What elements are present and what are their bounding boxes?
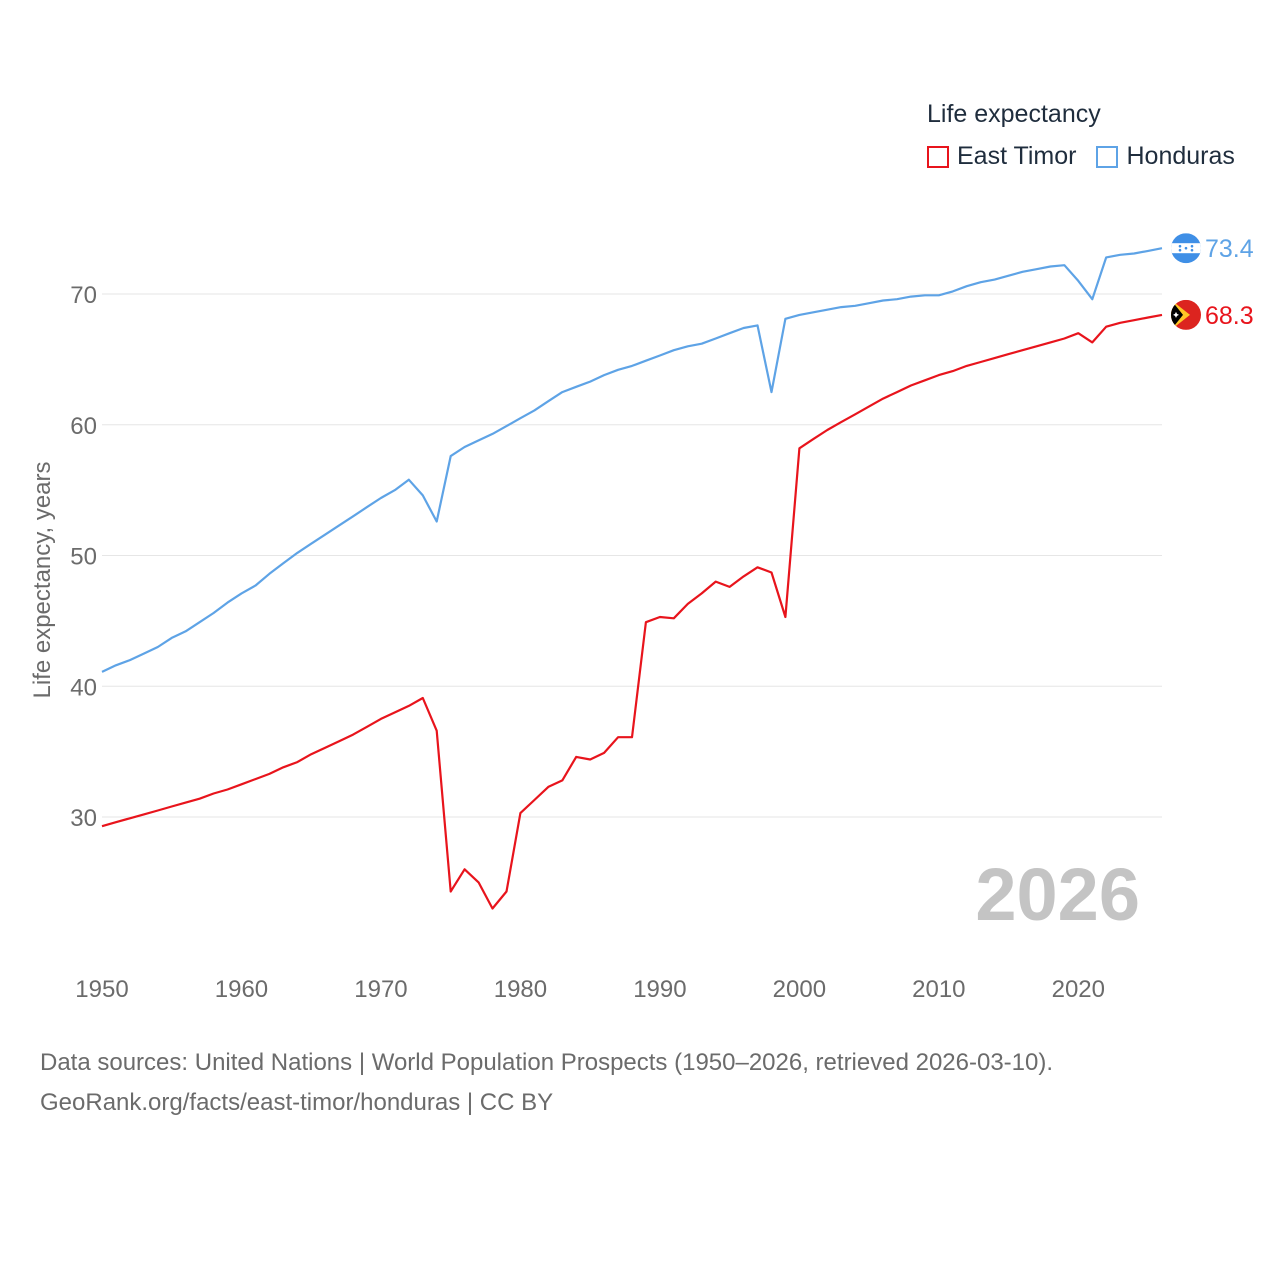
series-line-east-timor (101, 313, 1163, 910)
end-value-label-honduras: 73.4 (1205, 235, 1254, 263)
x-tick-label-2010: 2010 (912, 976, 965, 1003)
end-value-label-east-timor: 68.3 (1205, 302, 1254, 330)
honduras-flag-icon (1171, 233, 1201, 264)
y-tick-label-60: 60 (70, 413, 97, 440)
x-tick-label-1960: 1960 (215, 976, 268, 1003)
east-timor-flag-icon (1171, 299, 1201, 330)
legend-swatch-honduras (1096, 145, 1119, 168)
x-tick-label-1990: 1990 (633, 976, 686, 1003)
y-axis-label: Life expectancy, years (29, 461, 56, 698)
x-axis-ticks: 1950 1960 1970 1980 1990 2000 2010 2020 (75, 976, 1105, 1003)
legend: East Timor Honduras (927, 142, 1255, 171)
series (101, 247, 1163, 910)
legend-item-east-timor[interactable]: East Timor (927, 142, 1076, 171)
x-tick-label-1980: 1980 (494, 976, 547, 1003)
x-tick-label-2020: 2020 (1052, 976, 1105, 1003)
legend-label-east-timor: East Timor (957, 142, 1077, 170)
attribution-line: GeoRank.org/facts/east-timor/honduras | … (40, 1089, 554, 1116)
sources-line: Data sources: United Nations | World Pop… (40, 1049, 1054, 1076)
legend-swatch-east-timor (927, 145, 949, 168)
y-tick-label-50: 50 (70, 544, 97, 571)
x-tick-label-1950: 1950 (75, 976, 128, 1003)
gridlines (102, 293, 1162, 818)
legend-title: Life expectancy (927, 100, 1101, 128)
x-tick-label-2000: 2000 (773, 976, 826, 1003)
year-watermark: 2026 (975, 853, 1140, 936)
series-line-honduras (101, 247, 1163, 673)
y-tick-label-70: 70 (70, 282, 97, 309)
legend-item-honduras[interactable]: Honduras (1096, 142, 1235, 171)
x-tick-label-1970: 1970 (354, 976, 407, 1003)
y-tick-label-40: 40 (70, 674, 97, 701)
data-sources-footer: Data sources: United Nations | World Pop… (40, 1043, 1053, 1123)
y-tick-label-30: 30 (70, 805, 97, 832)
y-axis-ticks: 30 40 50 60 70 (70, 282, 97, 832)
legend-label-honduras: Honduras (1126, 142, 1235, 170)
